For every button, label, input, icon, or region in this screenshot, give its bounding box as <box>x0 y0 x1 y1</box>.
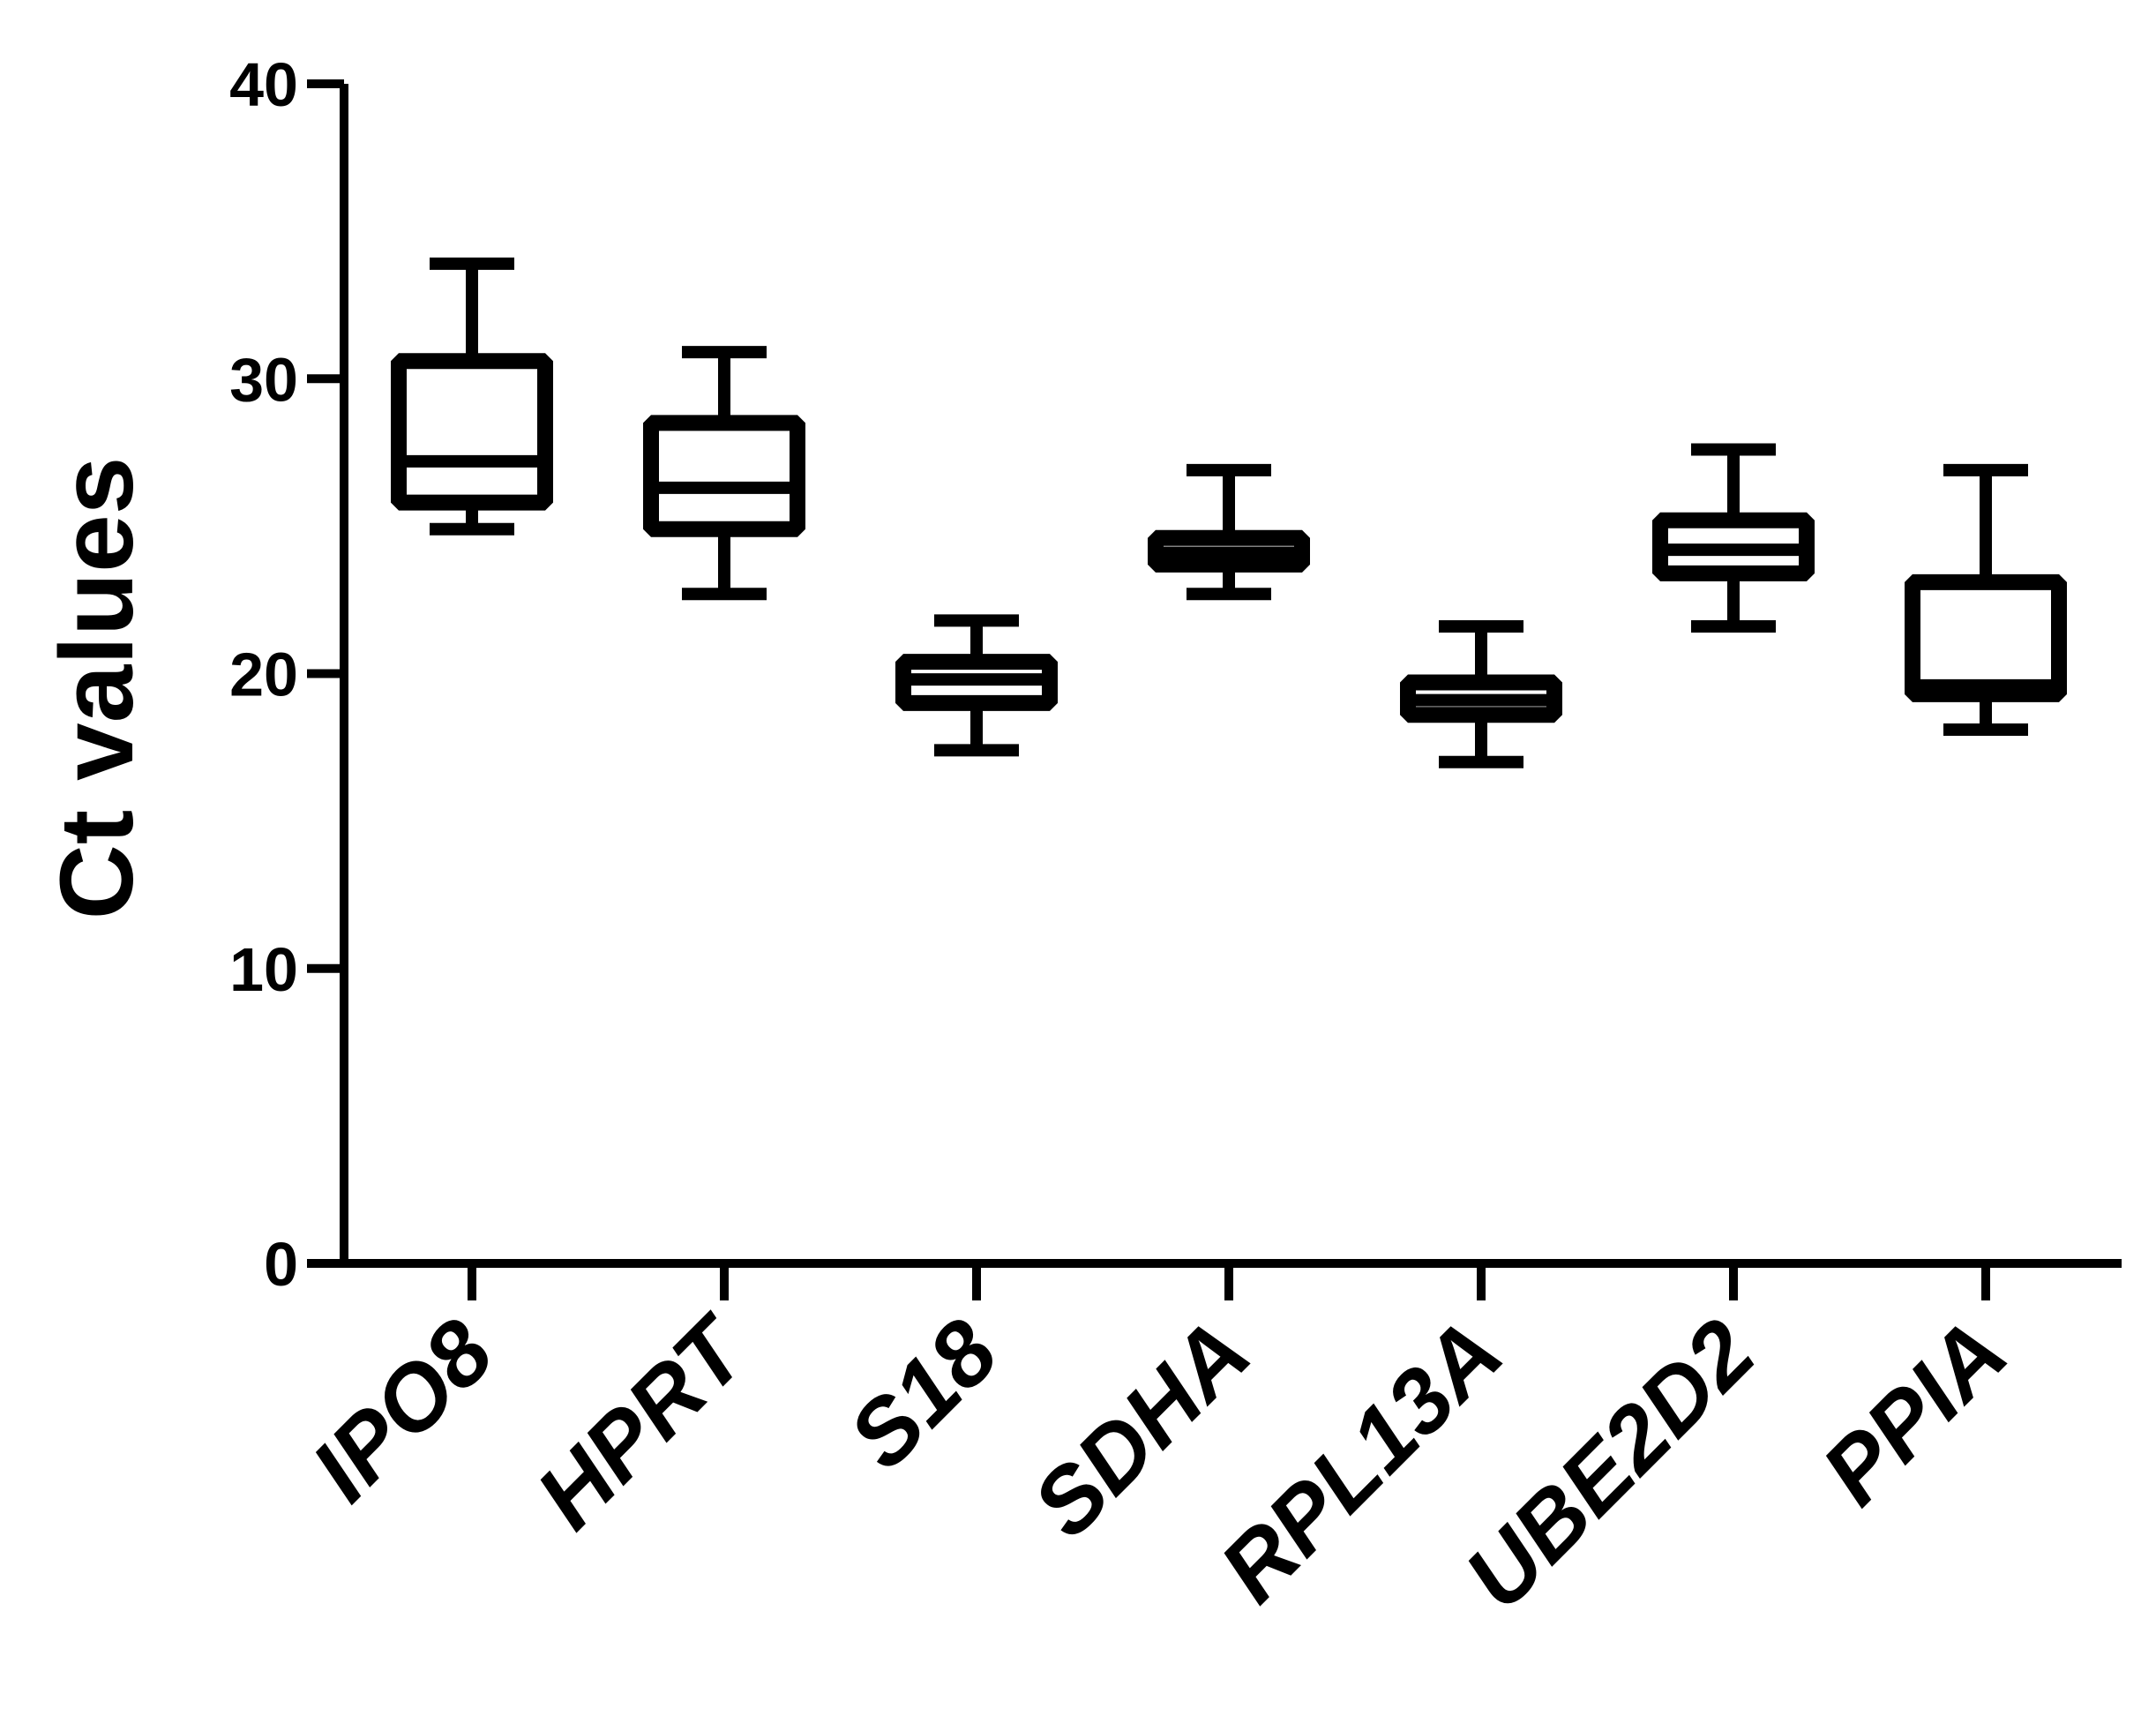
x-tick-label-S18: S18 <box>829 1300 1017 1488</box>
box-PPIA <box>1905 463 2067 737</box>
x-tick-label-PPIA: PPIA <box>1803 1300 2027 1525</box>
x-tick-label-HPRT: HPRT <box>517 1296 769 1548</box>
box-SDHA <box>1148 463 1310 601</box>
y-ticks: 0 10 20 30 40 <box>229 50 344 1299</box>
y-axis-title: Ct values <box>39 457 155 920</box>
box-S18 <box>895 614 1058 757</box>
boxes <box>391 257 2067 768</box>
box-iqr <box>391 353 553 511</box>
box-UBE2D2 <box>1652 443 1815 633</box>
y-tick-label-40: 40 <box>229 50 298 119</box>
x-tick-label-IPO8: IPO8 <box>293 1300 513 1521</box>
box-IPO8 <box>391 257 553 536</box>
y-tick-label-0: 0 <box>264 1230 298 1299</box>
y-tick-label-10: 10 <box>229 935 298 1004</box>
box-iqr <box>643 415 805 537</box>
box-RPL13A <box>1400 620 1562 768</box>
y-tick-label-20: 20 <box>229 641 298 709</box>
y-tick-label-30: 30 <box>229 345 298 414</box>
box-iqr <box>1905 573 2067 702</box>
axes <box>340 84 2122 1268</box>
box-HPRT <box>643 346 805 601</box>
